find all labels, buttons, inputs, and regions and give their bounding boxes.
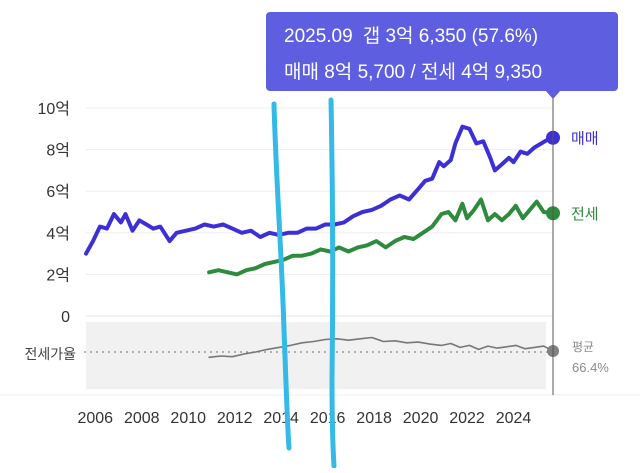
ratio-line — [208, 336, 554, 359]
x-tick-label: 2012 — [217, 410, 253, 427]
y-tick-label: 10억 — [37, 100, 70, 118]
y-tick-label: 4억 — [46, 225, 70, 243]
tooltip-box: 2025.09 갭 3억 6,350 (57.6%) 매매 8억 5,700 / … — [266, 12, 618, 91]
x-tick-label: 2008 — [124, 410, 160, 427]
ratio-panel-bg — [86, 322, 546, 389]
sale-series-label: 매매 — [571, 131, 599, 148]
x-tick-label: 2006 — [77, 410, 113, 427]
tooltip-separator: / — [410, 62, 416, 83]
tooltip-line-2: 매매 8억 5,700 / 전세 4억 9,350 — [284, 57, 542, 84]
y-tick-label: 8억 — [46, 142, 70, 160]
tooltip-jeonse: 전세 4억 9,350 — [420, 62, 543, 83]
x-tick-label: 2018 — [356, 410, 392, 427]
jeonse-series-label: 전세 — [571, 206, 599, 223]
x-tick-label: 2016 — [310, 410, 346, 427]
marker-stroke — [328, 97, 337, 469]
x-tick-label: 2022 — [449, 410, 485, 427]
x-tick-label: 2020 — [403, 410, 439, 427]
x-tick-label: 2024 — [496, 410, 532, 427]
tooltip-arrow — [545, 90, 561, 99]
tooltip-sale: 매매 8억 5,700 — [284, 62, 406, 83]
y-tick-label: 0 — [61, 309, 70, 326]
tooltip-line-1: 2025.09 갭 3억 6,350 (57.6%) — [284, 21, 538, 48]
sale-line — [84, 124, 555, 256]
ratio-axis-label: 전세가율 — [24, 346, 76, 362]
avg-value: 66.4% — [572, 360, 609, 375]
tooltip-date: 2025.09 — [284, 26, 353, 47]
marker-stroke — [271, 101, 292, 451]
y-tick-label: 2억 — [46, 266, 70, 284]
y-tick-label: 6억 — [46, 183, 70, 201]
x-tick-label: 2014 — [263, 410, 299, 427]
avg-label: 평균 — [572, 340, 594, 354]
jeonse-line — [207, 197, 555, 277]
tooltip-gap: 갭 3억 6,350 (57.6%) — [362, 26, 539, 47]
x-tick-label: 2010 — [170, 410, 206, 427]
